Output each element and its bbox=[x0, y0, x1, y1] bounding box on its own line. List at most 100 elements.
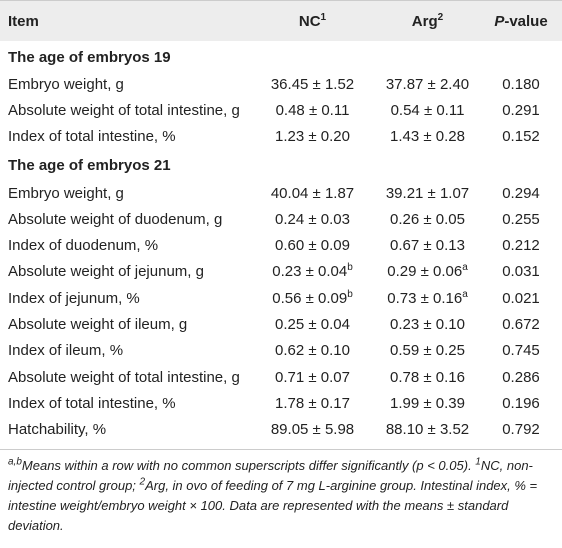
cell-text: 0.60 ± 0.09 bbox=[275, 237, 350, 255]
cell-text: 89.05 ± 5.98 bbox=[270, 421, 355, 439]
cell-text: 0.62 ± 0.10 bbox=[275, 342, 350, 360]
table-cell: 0.25 ± 0.04 bbox=[250, 311, 375, 337]
data-row: Absolute weight of jejunum, g 0.23 ± 0.04… bbox=[0, 259, 562, 285]
data-row: Index of total intestine, % 1.23 ± 0.20 1.… bbox=[0, 124, 562, 150]
table-cell: 0.031 bbox=[480, 259, 562, 285]
cell-text: Arg, in ovo of feeding of 7 mg L-arginin… bbox=[8, 477, 538, 533]
table-cell: Embryo weight, g bbox=[0, 180, 250, 206]
data-row: Absolute weight of ileum, g 0.25 ± 0.04 0.… bbox=[0, 311, 562, 337]
table-cell: Absolute weight of duodenum, g bbox=[0, 206, 250, 232]
header-row: Item NC1 Arg2 P-value bbox=[0, 0, 562, 41]
superscript: 2 bbox=[139, 476, 146, 488]
superscript: a bbox=[462, 262, 468, 274]
cell-text: NC, non-injected control group; bbox=[8, 457, 533, 493]
cell-text: 0.180 bbox=[502, 75, 540, 93]
table-cell: 0.56 ± 0.09b bbox=[250, 285, 375, 311]
cell-text: Arg bbox=[411, 12, 438, 30]
cell-text: 0.291 bbox=[502, 101, 540, 119]
footnote: a,bMeans within a row with no common sup… bbox=[0, 448, 562, 536]
cell-text: 0.255 bbox=[502, 210, 540, 228]
table-cell: 0.78 ± 0.16 bbox=[375, 364, 480, 390]
table-body: The age of embryos 19 Embryo weight, g 36.… bbox=[0, 41, 562, 443]
cell-text: 0.286 bbox=[502, 368, 540, 386]
cell-text: 0.672 bbox=[502, 316, 540, 334]
data-row: Index of jejunum, % 0.56 ± 0.09b 0.73 ± 0.… bbox=[0, 285, 562, 311]
table-cell: Hatchability, % bbox=[0, 417, 250, 443]
cell-text: Item bbox=[8, 12, 39, 30]
header-cell: Arg2 bbox=[375, 0, 480, 41]
table-cell: 0.745 bbox=[480, 338, 562, 364]
table-cell: 1.43 ± 0.28 bbox=[375, 124, 480, 150]
table-cell: 0.62 ± 0.10 bbox=[250, 338, 375, 364]
cell-text: 40.04 ± 1.87 bbox=[270, 184, 355, 202]
section-row: The age of embryos 21 bbox=[0, 150, 562, 180]
data-row: Index of duodenum, % 0.60 ± 0.09 0.67 ± 0.… bbox=[0, 232, 562, 258]
cell-text: 0.56 ± 0.09 bbox=[272, 289, 348, 307]
cell-text: 0.745 bbox=[502, 342, 540, 360]
superscript: a bbox=[462, 288, 468, 300]
data-row: Absolute weight of duodenum, g 0.24 ± 0.0… bbox=[0, 206, 562, 232]
header-cell: Item bbox=[0, 0, 250, 41]
data-row: Hatchability, % 89.05 ± 5.98 88.10 ± 3.52 0… bbox=[0, 417, 562, 443]
data-table: Item NC1 Arg2 P-value The age of embryos 19… bbox=[0, 0, 562, 443]
cell-text: 88.10 ± 3.52 bbox=[385, 421, 470, 439]
cell-text: 0.294 bbox=[502, 184, 540, 202]
cell-text: 0.48 ± 0.11 bbox=[275, 101, 350, 119]
table-cell: 0.23 ± 0.10 bbox=[375, 311, 480, 337]
table-cell: 37.87 ± 2.40 bbox=[375, 71, 480, 97]
table-cell: 0.212 bbox=[480, 232, 562, 258]
cell-text: Index of duodenum, % bbox=[8, 237, 159, 255]
cell-text: 37.87 ± 2.40 bbox=[385, 75, 470, 93]
table-cell: 39.21 ± 1.07 bbox=[375, 180, 480, 206]
cell-text: Hatchability, % bbox=[8, 421, 107, 439]
header-cell: NC1 bbox=[250, 0, 375, 41]
cell-text: Index of total intestine, % bbox=[8, 128, 176, 146]
italic-text: P bbox=[494, 12, 505, 30]
table-cell: 0.59 ± 0.25 bbox=[375, 338, 480, 364]
cell-text: 0.212 bbox=[502, 237, 540, 255]
cell-text: Absolute weight of total intestine, g bbox=[8, 101, 240, 119]
cell-text: 0.152 bbox=[502, 128, 540, 146]
table-cell: 0.291 bbox=[480, 97, 562, 123]
cell-text: 0.59 ± 0.25 bbox=[390, 342, 465, 360]
table-cell: Index of ileum, % bbox=[0, 338, 250, 364]
cell-text: 0.031 bbox=[502, 263, 540, 281]
cell-text: 39.21 ± 1.07 bbox=[385, 184, 470, 202]
cell-text: 1.99 ± 0.39 bbox=[390, 394, 465, 412]
table-cell: 0.792 bbox=[480, 417, 562, 443]
table-cell: Absolute weight of total intestine, g bbox=[0, 97, 250, 123]
cell-text: Index of ileum, % bbox=[8, 342, 124, 360]
cell-text: 0.792 bbox=[502, 421, 540, 439]
superscript: 1 bbox=[320, 11, 327, 23]
cell-text: 0.67 ± 0.13 bbox=[390, 237, 465, 255]
data-row: Embryo weight, g 40.04 ± 1.87 39.21 ± 1.07… bbox=[0, 180, 562, 206]
table-cell: 0.196 bbox=[480, 390, 562, 416]
cell-text: Means within a row with no common supers… bbox=[21, 457, 476, 473]
data-row: Absolute weight of total intestine, g 0.7… bbox=[0, 364, 562, 390]
cell-text: Embryo weight, g bbox=[8, 75, 124, 93]
table-cell: 0.294 bbox=[480, 180, 562, 206]
table-cell: 88.10 ± 3.52 bbox=[375, 417, 480, 443]
table-cell: 1.78 ± 0.17 bbox=[250, 390, 375, 416]
table-cell: 36.45 ± 1.52 bbox=[250, 71, 375, 97]
table-cell: 40.04 ± 1.87 bbox=[250, 180, 375, 206]
table-cell: 0.29 ± 0.06a bbox=[375, 259, 480, 285]
header-cell: P-value bbox=[480, 0, 562, 41]
table-cell: 0.73 ± 0.16a bbox=[375, 285, 480, 311]
cell-text: 0.24 ± 0.03 bbox=[275, 210, 350, 228]
table-cell: Absolute weight of ileum, g bbox=[0, 311, 250, 337]
cell-text: 0.23 ± 0.10 bbox=[390, 316, 465, 334]
table-cell: 89.05 ± 5.98 bbox=[250, 417, 375, 443]
cell-text: 0.196 bbox=[502, 394, 540, 412]
table-cell: Embryo weight, g bbox=[0, 71, 250, 97]
cell-text: Absolute weight of jejunum, g bbox=[8, 263, 204, 281]
table-cell: 0.26 ± 0.05 bbox=[375, 206, 480, 232]
table-cell: Absolute weight of jejunum, g bbox=[0, 259, 250, 285]
cell-text: 0.26 ± 0.05 bbox=[390, 210, 465, 228]
table-cell: Index of duodenum, % bbox=[0, 232, 250, 258]
section-title: The age of embryos 21 bbox=[8, 157, 171, 175]
table-cell: 0.255 bbox=[480, 206, 562, 232]
section-title: The age of embryos 19 bbox=[8, 48, 171, 66]
table-cell: 0.23 ± 0.04b bbox=[250, 259, 375, 285]
table-cell: 0.60 ± 0.09 bbox=[250, 232, 375, 258]
